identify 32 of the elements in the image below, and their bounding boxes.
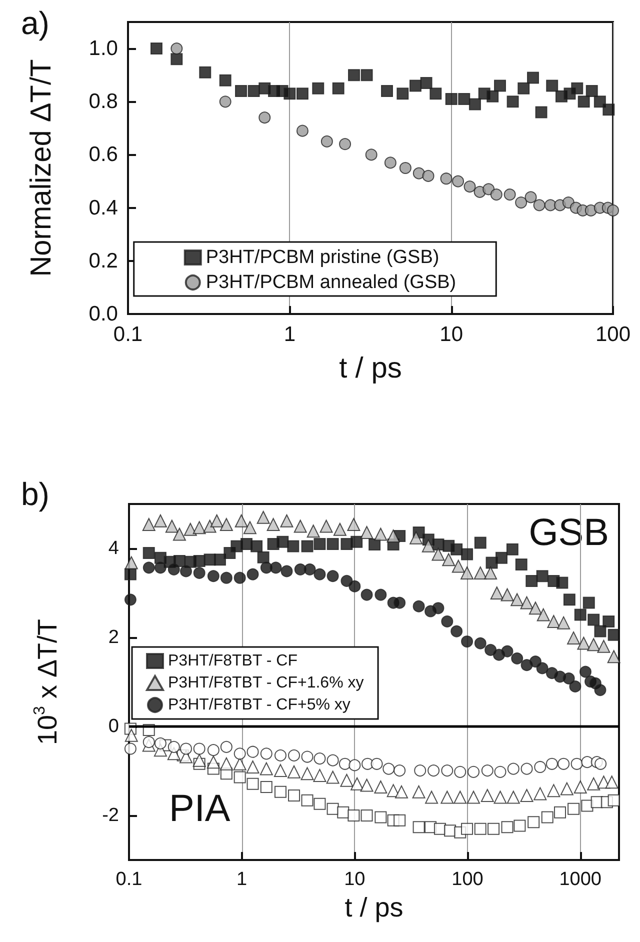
- x-tick-label: 1000: [559, 869, 602, 890]
- chart-title: a): [21, 5, 50, 41]
- y-tick-label: 0: [108, 716, 119, 737]
- y-axis-title: Normalized ΔT/T: [26, 58, 58, 277]
- x-tick-label: 1: [236, 869, 248, 890]
- y-tick-label: -2: [102, 805, 119, 826]
- annotation: GSB: [528, 512, 609, 554]
- x-tick-label: 1: [284, 323, 296, 346]
- y-tick-label: 0.2: [88, 249, 118, 272]
- x-tick-label: 0.1: [116, 869, 142, 890]
- annotation: PIA: [169, 788, 231, 830]
- y-tick-label: 4: [108, 538, 120, 559]
- x-axis-title: t / ps: [339, 352, 402, 384]
- x-tick-label: 100: [595, 323, 631, 346]
- y-tick-label: 2: [108, 627, 119, 648]
- legend-label: P3HT/PCBM pristine (GSB): [206, 247, 440, 268]
- x-tick-label: 10: [344, 869, 366, 890]
- y-axis-title: 103 x ΔT/T: [32, 619, 63, 745]
- legend-label: P3HT/F8TBT - CF: [168, 652, 298, 670]
- x-tick-label: 100: [452, 869, 484, 890]
- y-tick-label: 0.0: [88, 302, 118, 326]
- x-axis-title: t / ps: [344, 892, 404, 922]
- x-tick-label: 10: [440, 323, 464, 346]
- legend-label: P3HT/F8TBT - CF+5% xy: [168, 696, 350, 714]
- legend-label: P3HT/PCBM annealed (GSB): [206, 272, 456, 293]
- y-tick-label: 1.0: [88, 37, 118, 60]
- chart-title: b): [21, 476, 50, 512]
- y-tick-label: 0.6: [88, 143, 118, 166]
- legend-label: P3HT/F8TBT - CF+1.6% xy: [168, 674, 364, 692]
- x-tick-label: 0.1: [113, 323, 143, 346]
- y-tick-label: 0.4: [88, 196, 118, 220]
- y-tick-label: 0.8: [88, 90, 118, 114]
